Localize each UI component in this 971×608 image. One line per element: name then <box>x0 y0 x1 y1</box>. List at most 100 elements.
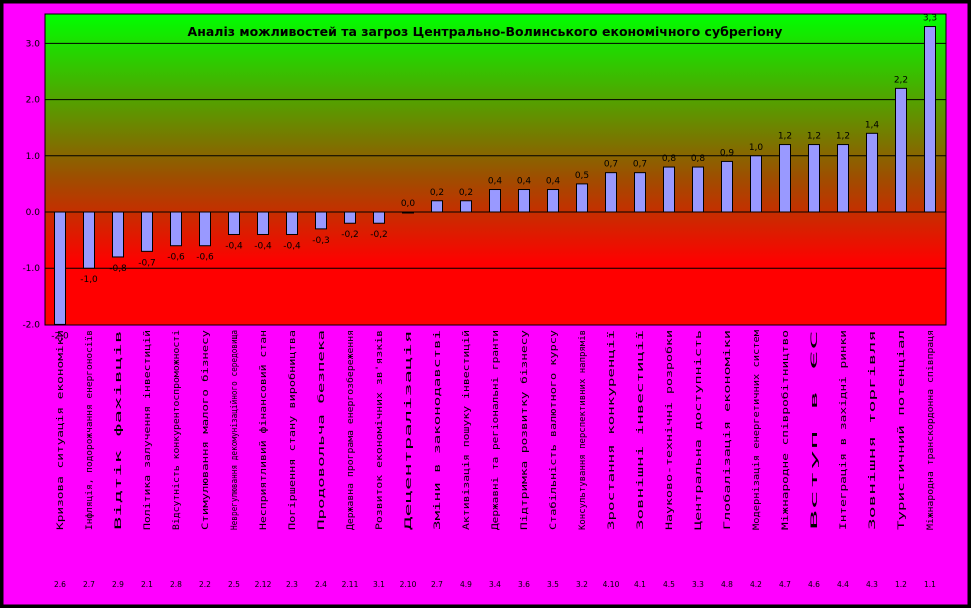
bar <box>750 155 762 213</box>
category-label: Державна програма енергозбереження <box>345 330 356 530</box>
bar <box>808 144 820 213</box>
bar <box>286 211 298 235</box>
data-label: 0,9 <box>720 148 735 158</box>
category-code: 4.3 <box>866 580 878 589</box>
bar <box>692 166 704 213</box>
bar <box>547 189 559 213</box>
category-code: 2.7 <box>431 580 443 589</box>
category-label: Стабільність валютного курсу <box>548 329 559 530</box>
bar <box>605 172 617 213</box>
category-code: 2.5 <box>228 580 240 589</box>
category-code: 4.5 <box>663 580 675 589</box>
category-code: 4.6 <box>808 580 820 589</box>
category-code: 4.4 <box>837 580 849 589</box>
category-label: Відсутність конкурентоспроможності <box>172 330 182 530</box>
category-label: Інтеграція в західні ринки <box>839 330 849 530</box>
data-label: -2,0 <box>51 331 69 341</box>
category-label: Погіршення стану виробництва <box>287 330 298 530</box>
data-label: 0,2 <box>459 188 473 198</box>
bar <box>721 160 733 213</box>
category-code: 4.9 <box>460 580 472 589</box>
bar <box>779 144 791 213</box>
data-label: 0,8 <box>691 154 706 164</box>
data-label: 0,7 <box>633 160 647 170</box>
bar <box>576 183 588 213</box>
bar <box>837 144 849 213</box>
category-code: 2.10 <box>400 580 417 589</box>
bar <box>402 211 414 214</box>
category-label: Зростання конкуренції <box>607 330 617 530</box>
bar <box>315 211 327 230</box>
bar <box>866 132 878 213</box>
category-label: Консультування перспективних напрямів <box>578 330 588 530</box>
category-code: 2.7 <box>83 580 95 589</box>
y-tick-label: 3.0 <box>26 39 41 49</box>
plot-area <box>44 13 947 326</box>
data-label: -0,3 <box>312 236 330 246</box>
category-code: 2.8 <box>170 580 182 589</box>
category-code: 2.2 <box>199 580 211 589</box>
data-label: -0,2 <box>370 230 388 240</box>
data-label: -0,6 <box>196 253 214 263</box>
bar <box>895 87 907 213</box>
category-code: 2.12 <box>255 580 272 589</box>
category-label: Політика залучення інвестицій <box>143 330 153 530</box>
data-label: -0,7 <box>138 258 156 268</box>
data-label: 1,0 <box>749 143 764 153</box>
category-label: Глобалізація економіки <box>722 330 733 530</box>
data-label: 3,3 <box>923 14 937 24</box>
data-label: -0,6 <box>167 253 185 263</box>
category-label: Неврегулювання декомунізаційного середов… <box>230 330 240 530</box>
category-label: Децентралізація <box>404 330 414 530</box>
y-tick-label: 1.0 <box>26 152 41 162</box>
bar <box>518 189 530 213</box>
data-label: 1,2 <box>778 132 792 142</box>
bar <box>199 211 211 247</box>
category-code: 1.2 <box>895 580 907 589</box>
data-label: 0,7 <box>604 160 618 170</box>
category-label: Зовнішня торгівля <box>868 330 878 530</box>
data-label: -0,8 <box>109 264 127 274</box>
bar <box>344 211 356 224</box>
category-code: 3.4 <box>489 580 501 589</box>
bar <box>634 172 646 213</box>
bar <box>373 211 385 224</box>
category-label: Міжнародна транскордонна співпраця <box>926 330 936 530</box>
category-label: Підтримка розвитку бізнесу <box>519 329 530 530</box>
data-label: 0,4 <box>488 177 503 187</box>
data-label: 0,2 <box>430 188 444 198</box>
category-label: Активізація пошуку інвестицій <box>462 330 472 530</box>
bar <box>663 166 675 213</box>
data-label: -0,4 <box>225 241 243 251</box>
bar <box>431 200 443 213</box>
data-label: 0,0 <box>401 199 416 209</box>
y-tick-label: 0.0 <box>26 208 41 218</box>
category-code: 4.8 <box>721 580 733 589</box>
category-label: Державні та регіональні гранти <box>491 330 501 530</box>
data-label: 1,2 <box>807 132 821 142</box>
category-label: Несприятливий фінансовий стан <box>259 330 269 530</box>
category-code: 3.6 <box>518 580 530 589</box>
category-code: 2.6 <box>54 580 66 589</box>
bar <box>54 211 66 325</box>
category-label: Центральна доступність <box>694 330 704 530</box>
category-label: Зміни в законодавстві <box>433 330 443 530</box>
data-label: 0,8 <box>662 154 677 164</box>
category-code: 1.1 <box>924 580 936 589</box>
y-tick-label: -1.0 <box>22 264 40 274</box>
category-code: 2.4 <box>315 580 327 589</box>
category-label: Розвиток економічних зв'язків <box>375 330 385 530</box>
category-code: 3.1 <box>373 580 385 589</box>
data-label: 0,4 <box>546 177 561 187</box>
category-label: Вступ в ЄС <box>810 330 820 530</box>
category-code: 2.9 <box>112 580 124 589</box>
category-label: Науково-технічні розробки <box>664 330 675 530</box>
bar <box>489 189 501 213</box>
category-label: Зовнішні інвестиції <box>636 330 646 530</box>
bar <box>170 211 182 247</box>
category-code: 4.10 <box>603 580 620 589</box>
data-label: 0,5 <box>575 171 589 181</box>
category-label: Інфляція, подорожчання енергоносіїв <box>85 330 95 530</box>
data-label: 1,2 <box>836 132 850 142</box>
